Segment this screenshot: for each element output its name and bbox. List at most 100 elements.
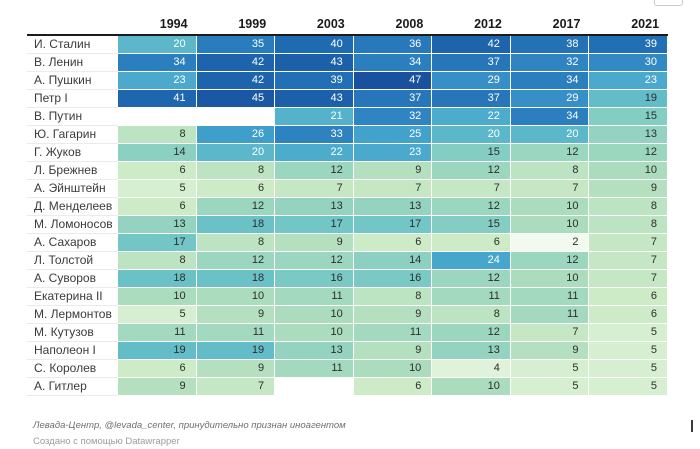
table-row: В. Путин 21 32 22 34 15 xyxy=(27,108,669,126)
heatmap-cell: 29 xyxy=(510,90,590,108)
header-spacer xyxy=(27,12,118,34)
heatmap-cell: 7 xyxy=(589,270,669,288)
heatmap-cell: 45 xyxy=(196,90,276,108)
heatmap-cell: 38 xyxy=(510,36,590,54)
heatmap-cell: 29 xyxy=(432,72,511,90)
heatmap-cell: 41 xyxy=(118,90,197,108)
table-row: Д. Менделеев 6 12 13 13 12 10 8 xyxy=(27,198,669,216)
heatmap-cell: 9 xyxy=(589,180,669,198)
heatmap-cell: 5 xyxy=(589,324,669,342)
heatmap-cell: 37 xyxy=(353,90,433,108)
heatmap-cell: 40 xyxy=(275,36,354,54)
table-row: А. Пушкин 23 42 39 47 29 34 23 xyxy=(27,72,669,90)
table-row: Ю. Гагарин 8 26 33 25 20 20 13 xyxy=(27,126,669,144)
heatmap-cell: 20 xyxy=(510,126,590,144)
heatmap-cell: 6 xyxy=(196,180,276,198)
heatmap-cell: 7 xyxy=(432,180,511,198)
heatmap-cell: 8 xyxy=(353,288,433,306)
heatmap-cell: 9 xyxy=(118,378,197,396)
heatmap-cell: 10 xyxy=(353,360,433,378)
row-label: Л. Толстой xyxy=(27,252,118,270)
heatmap-cell: 20 xyxy=(196,144,276,162)
table-row: М. Лермонтов 5 9 10 9 8 11 6 xyxy=(27,306,669,324)
heatmap-cell: 37 xyxy=(432,90,511,108)
heatmap-cell: 23 xyxy=(118,72,197,90)
row-label: М. Ломоносов xyxy=(27,216,118,234)
row-label: М. Лермонтов xyxy=(27,306,118,324)
heatmap-cell: 8 xyxy=(118,126,197,144)
heatmap-cell: 11 xyxy=(510,306,590,324)
heatmap-cell: 12 xyxy=(432,324,511,342)
heatmap-cell: 5 xyxy=(510,378,590,396)
heatmap-cell: 43 xyxy=(275,54,354,72)
table-row: Наполеон I 19 19 13 9 13 9 5 xyxy=(27,342,669,360)
heatmap-cell: 39 xyxy=(589,36,669,54)
heatmap-cell: 35 xyxy=(196,36,276,54)
heatmap-cell: 42 xyxy=(196,72,276,90)
source-note: Левада-Центр, @levada_center, принудител… xyxy=(33,420,346,431)
heatmap-cell: 10 xyxy=(118,288,197,306)
heatmap-cell: 10 xyxy=(510,198,590,216)
heatmap-cell: 10 xyxy=(510,270,590,288)
row-label: А. Гитлер xyxy=(27,378,118,396)
heatmap-cell: 30 xyxy=(589,54,669,72)
column-header-2021: 2021 xyxy=(631,17,660,31)
row-label: А. Сахаров xyxy=(27,234,118,252)
heatmap-cell: 26 xyxy=(196,126,276,144)
cursor-mark xyxy=(691,420,693,432)
heatmap-cell xyxy=(275,378,354,396)
heatmap-cell: 9 xyxy=(196,306,276,324)
heatmap-cell: 20 xyxy=(118,36,197,54)
heatmap-cell: 42 xyxy=(196,54,276,72)
heatmap-cell: 20 xyxy=(432,126,511,144)
heatmap-cell: 18 xyxy=(196,216,276,234)
heatmap-cell: 17 xyxy=(353,216,433,234)
heatmap-cell: 22 xyxy=(275,144,354,162)
heatmap-cell: 12 xyxy=(510,144,590,162)
heatmap-cell: 8 xyxy=(118,252,197,270)
heatmap-cell: 12 xyxy=(196,198,276,216)
embed-button-fragment xyxy=(654,0,683,6)
heatmap-cell: 22 xyxy=(432,108,511,126)
heatmap-cell: 13 xyxy=(589,126,669,144)
heatmap-cell: 8 xyxy=(589,198,669,216)
table-row: Петр I 41 45 43 37 37 29 19 xyxy=(27,90,669,108)
heatmap-cell: 5 xyxy=(118,306,197,324)
heatmap-cell: 12 xyxy=(275,252,354,270)
row-label: М. Кутузов xyxy=(27,324,118,342)
table-row: А. Суворов 18 18 16 16 12 10 7 xyxy=(27,270,669,288)
row-label: Екатерина II xyxy=(27,288,118,306)
heatmap-cell: 17 xyxy=(275,216,354,234)
heatmap-cell: 12 xyxy=(510,252,590,270)
heatmap-cell: 9 xyxy=(510,342,590,360)
heatmap-cell: 16 xyxy=(353,270,433,288)
heatmap-cell: 12 xyxy=(432,162,511,180)
heatmap-cell: 5 xyxy=(589,342,669,360)
table-row: С. Королев 6 9 11 10 4 5 5 xyxy=(27,360,669,378)
heatmap-cell: 32 xyxy=(353,108,433,126)
row-label: А. Пушкин xyxy=(27,72,118,90)
table-row: В. Ленин 34 42 43 34 37 32 30 xyxy=(27,54,669,72)
heatmap-cell: 47 xyxy=(353,72,433,90)
heatmap-cell: 18 xyxy=(118,270,197,288)
year-header-row: 1994 1999 2003 2008 2012 2017 2021 xyxy=(27,12,668,36)
heatmap-cell xyxy=(118,108,197,126)
heatmap-cell: 9 xyxy=(353,342,433,360)
table-row: А. Сахаров 17 8 9 6 6 2 7 xyxy=(27,234,669,252)
datawrapper-attribution: Создано с помощью Datawrapper xyxy=(33,436,180,447)
column-header-2017: 2017 xyxy=(552,17,581,31)
heatmap-cell: 12 xyxy=(432,270,511,288)
heatmap-cell: 12 xyxy=(432,198,511,216)
row-label: Л. Брежнев xyxy=(27,162,118,180)
heatmap-cell: 42 xyxy=(432,36,511,54)
column-header-2003: 2003 xyxy=(316,17,345,31)
row-label: Ю. Гагарин xyxy=(27,126,118,144)
heatmap-cell: 4 xyxy=(432,360,511,378)
column-header-2012: 2012 xyxy=(474,17,502,31)
table-row: А. Эйнштейн 5 6 7 7 7 7 9 xyxy=(27,180,669,198)
heatmap-rows: И. Сталин 20 35 40 36 42 38 39 В. Ленин 34 42 43 34 3… xyxy=(27,36,669,396)
column-header-1994: 1994 xyxy=(159,17,188,31)
heatmap-cell: 10 xyxy=(589,162,669,180)
heatmap-cell: 6 xyxy=(118,198,197,216)
heatmap-cell: 9 xyxy=(353,162,433,180)
